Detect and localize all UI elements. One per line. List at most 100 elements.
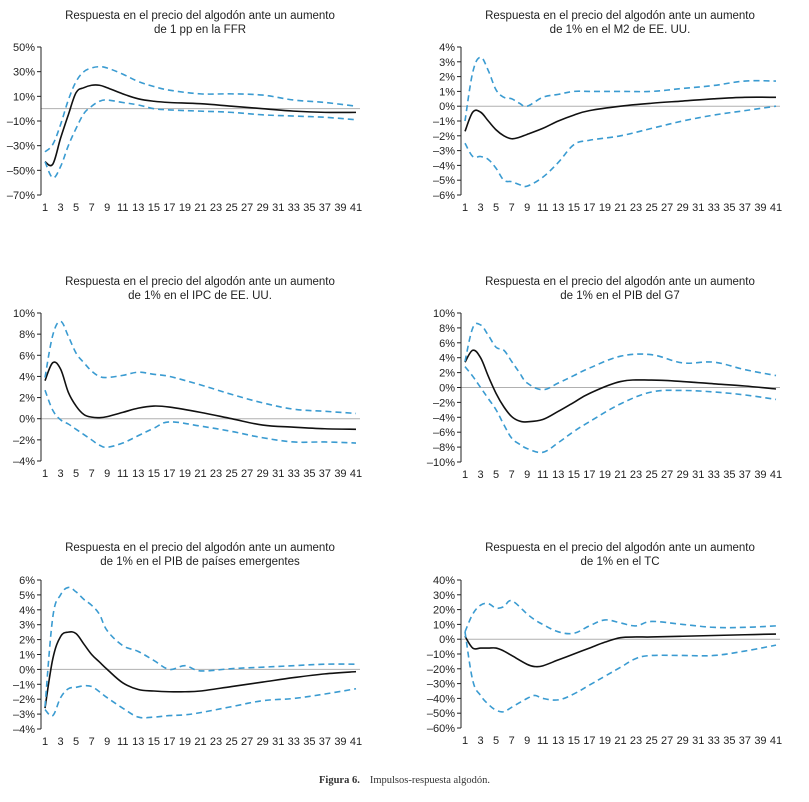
x-tick-label: 7 [89,468,95,480]
y-tick-label: –3% [13,709,35,721]
response-line [464,96,777,140]
chart-panel-ffr: Respuesta en el precio del algodón ante … [0,0,400,240]
x-tick-label: 5 [73,736,79,748]
x-tick-label: 41 [770,735,782,747]
y-tick-label: 4% [439,42,455,54]
x-tick-label: 15 [568,202,580,214]
x-tick-label: 7 [509,735,515,747]
x-tick-label: 39 [334,202,346,214]
y-tick-label: 4% [19,605,35,617]
x-tick-label: 19 [599,469,611,481]
y-tick-label: –30% [7,141,35,153]
x-tick-label: 23 [210,202,222,214]
y-tick-label: 8% [19,329,35,341]
y-tick-label: 0% [439,383,455,395]
x-tick-label: 33 [708,202,720,214]
lower-band-line [44,684,357,719]
y-tick-label: 10% [433,619,455,631]
x-tick-label: 21 [614,735,626,747]
x-tick-label: 19 [179,468,191,480]
x-tick-label: 3 [57,736,63,748]
x-tick-label: 37 [739,202,751,214]
y-tick-label: –10% [427,649,455,661]
x-tick-label: 11 [537,735,548,747]
y-tick-label: 4% [19,371,35,383]
x-tick-label: 19 [599,202,611,214]
chart-panel-pib-emergentes: Respuesta en el precio del algodón ante … [0,0,400,770]
x-tick-label: 11 [117,202,128,214]
x-tick-label: 39 [334,736,346,748]
x-tick-label: 17 [163,736,175,748]
chart-panel-ipc: Respuesta en el precio del algodón ante … [0,0,400,520]
x-tick-label: 1 [462,202,468,214]
x-tick-label: 5 [493,202,499,214]
y-tick-label: –2% [433,397,455,409]
x-tick-label: 25 [645,202,657,214]
y-tick-label: 3% [439,57,455,69]
x-tick-label: 13 [132,468,144,480]
x-tick-label: 29 [677,735,689,747]
y-tick-label: –10% [7,116,35,128]
upper-band-line [44,586,357,707]
y-tick-label: –6% [433,190,455,202]
x-tick-label: 7 [89,202,95,214]
x-tick-label: 19 [179,202,191,214]
x-tick-label: 21 [194,736,206,748]
upper-band-line [464,599,777,635]
x-tick-label: 1 [42,468,48,480]
y-tick-label: 2% [19,393,35,405]
x-tick-label: 23 [630,469,642,481]
x-tick-label: 39 [754,469,766,481]
x-tick-label: 7 [509,469,515,481]
upper-band-line [44,65,357,153]
x-tick-label: 9 [104,468,110,480]
y-tick-label: 6% [19,350,35,362]
response-line [464,633,777,668]
chart-svg: 10%8%6%4%2%0%–2%–4%1 3 5 7 9 11 13 15 17 19 21 23 25… [13,308,362,480]
x-tick-label: 33 [708,735,720,747]
y-tick-label: 0% [19,664,35,676]
x-tick-label: 11 [537,469,548,481]
x-tick-label: 29 [257,736,269,748]
y-tick-label: –40% [427,693,455,705]
x-tick-label: 35 [303,468,315,480]
x-tick-label: 25 [225,736,237,748]
y-tick-label: 10% [13,308,35,320]
y-tick-label: –10% [427,457,455,469]
x-tick-label: 33 [288,202,300,214]
x-tick-label: 37 [319,736,331,748]
x-tick-label: 15 [568,469,580,481]
x-tick-label: 31 [692,735,704,747]
y-tick-label: –3% [433,146,455,158]
chart-title: Respuesta en el precio del algodón ante … [65,542,335,568]
response-line [44,361,357,431]
y-tick-label: 20% [433,605,455,617]
x-tick-label: 1 [42,202,48,214]
x-tick-label: 39 [334,468,346,480]
x-tick-label: 37 [319,202,331,214]
x-tick-label: 15 [568,735,580,747]
x-tick-label: 41 [770,469,782,481]
y-tick-label: –2% [433,131,455,143]
x-tick-label: 3 [477,735,483,747]
x-tick-label: 37 [739,469,751,481]
x-tick-label: 23 [630,202,642,214]
x-tick-label: 17 [163,202,175,214]
x-tick-label: 27 [241,202,253,214]
chart-title: Respuesta en el precio del algodón ante … [485,276,755,302]
x-tick-label: 37 [319,468,331,480]
x-tick-label: 11 [117,468,128,480]
x-tick-label: 17 [583,202,595,214]
x-tick-label: 11 [117,736,128,748]
x-tick-label: 25 [225,202,237,214]
x-tick-label: 35 [723,202,735,214]
lower-band-line [44,389,357,449]
x-tick-label: 19 [179,736,191,748]
y-tick-label: –4% [13,456,35,468]
y-tick-label: –20% [427,664,455,676]
x-tick-label: 5 [493,735,499,747]
chart-panel-pib-g7: Respuesta en el precio del algodón ante … [427,276,782,481]
x-tick-label: 3 [57,468,63,480]
y-tick-label: –50% [7,165,35,177]
chart-panel-m2: Respuesta en el precio del algodón ante … [0,0,809,240]
